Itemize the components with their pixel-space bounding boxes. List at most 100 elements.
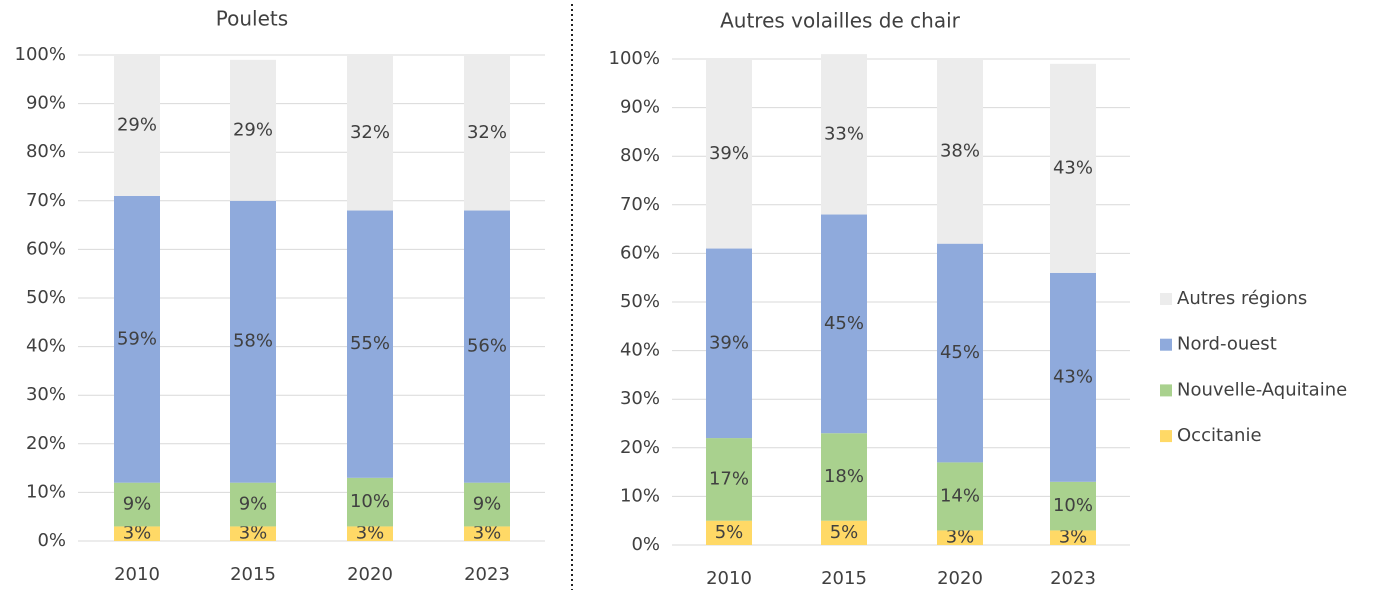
bar-segment — [1050, 481, 1096, 531]
bar-segment — [464, 482, 510, 527]
data-label: 3% — [473, 523, 502, 544]
data-label: 9% — [239, 494, 268, 515]
y-tick-label: 60% — [620, 242, 660, 263]
bar-segment — [347, 526, 393, 541]
bar-segment — [937, 59, 983, 244]
data-label: 9% — [473, 494, 502, 515]
data-label: 10% — [1053, 495, 1093, 516]
bar-segment — [937, 243, 983, 463]
bar-segment — [821, 520, 867, 545]
y-tick-label: 20% — [620, 437, 660, 458]
data-label: 43% — [1053, 366, 1093, 387]
legend-label: Occitanie — [1177, 425, 1262, 446]
legend-swatch — [1160, 338, 1172, 351]
data-label: 45% — [940, 342, 980, 363]
data-label: 39% — [709, 143, 749, 164]
bar-segment — [706, 59, 752, 249]
data-label: 32% — [467, 122, 507, 143]
data-label: 58% — [233, 331, 273, 352]
x-tick-label: 2020 — [347, 564, 393, 585]
x-tick-label: 2020 — [937, 568, 983, 589]
y-tick-label: 30% — [26, 384, 66, 405]
legend-label: Autres régions — [1177, 288, 1307, 309]
y-tick-label: 10% — [620, 485, 660, 506]
y-tick-label: 100% — [609, 48, 660, 69]
chart-title: Autres volailles de chair — [720, 9, 961, 33]
x-tick-label: 2010 — [706, 568, 752, 589]
bar-segment — [706, 248, 752, 439]
x-tick-label: 2015 — [821, 568, 867, 589]
y-tick-label: 40% — [620, 340, 660, 361]
data-label: 45% — [824, 313, 864, 334]
bar-segment — [1050, 272, 1096, 482]
y-tick-label: 40% — [26, 336, 66, 357]
data-label: 3% — [1059, 527, 1088, 548]
bar-segment — [230, 59, 276, 201]
bar-segment — [230, 526, 276, 541]
y-tick-label: 90% — [26, 93, 66, 114]
legend-swatch — [1160, 430, 1172, 443]
data-label: 29% — [233, 119, 273, 140]
data-label: 17% — [709, 468, 749, 489]
y-tick-label: 70% — [26, 190, 66, 211]
data-label: 33% — [824, 123, 864, 144]
data-label: 3% — [356, 523, 385, 544]
y-tick-label: 60% — [26, 238, 66, 259]
x-tick-label: 2015 — [230, 564, 276, 585]
bar-segment — [706, 438, 752, 521]
data-label: 3% — [123, 523, 152, 544]
legend-swatch — [1160, 384, 1172, 397]
y-tick-label: 0% — [37, 530, 66, 551]
y-tick-label: 80% — [620, 145, 660, 166]
data-label: 5% — [715, 522, 744, 543]
data-label: 38% — [940, 140, 980, 161]
data-label: 14% — [940, 485, 980, 506]
bar-segment — [937, 462, 983, 531]
bar-segment — [706, 520, 752, 545]
data-label: 9% — [123, 494, 152, 515]
bar-segment — [230, 482, 276, 527]
bar-segment — [1050, 530, 1096, 545]
data-label: 56% — [467, 336, 507, 357]
data-label: 5% — [830, 522, 859, 543]
bar-segment — [114, 482, 160, 527]
bar-segment — [464, 210, 510, 483]
bar-segment — [937, 530, 983, 545]
y-tick-label: 90% — [620, 97, 660, 118]
data-label: 39% — [709, 332, 749, 353]
x-tick-label: 2010 — [114, 564, 160, 585]
bar-segment — [347, 55, 393, 211]
bar-segment — [114, 526, 160, 541]
data-label: 43% — [1053, 157, 1093, 178]
y-tick-label: 30% — [620, 388, 660, 409]
bar-segment — [464, 526, 510, 541]
bar-segment — [821, 433, 867, 521]
legend-swatch — [1160, 293, 1172, 305]
y-tick-label: 50% — [26, 287, 66, 308]
y-tick-label: 50% — [620, 291, 660, 312]
data-label: 3% — [239, 523, 268, 544]
bar-segment — [821, 214, 867, 434]
data-label: 18% — [824, 466, 864, 487]
bar-segment — [821, 54, 867, 215]
y-tick-label: 20% — [26, 433, 66, 454]
y-tick-label: 70% — [620, 194, 660, 215]
data-label: 55% — [350, 333, 390, 354]
y-tick-label: 100% — [15, 44, 66, 65]
bar-segment — [114, 195, 160, 483]
y-tick-label: 10% — [26, 481, 66, 502]
bar-segment — [464, 55, 510, 211]
bar-segment — [347, 477, 393, 527]
x-tick-label: 2023 — [464, 564, 510, 585]
x-tick-label: 2023 — [1050, 568, 1096, 589]
data-label: 3% — [946, 527, 975, 548]
data-label: 10% — [350, 491, 390, 512]
bar-segment — [347, 210, 393, 478]
data-label: 59% — [117, 328, 157, 349]
bar-segment — [230, 200, 276, 483]
bar-segment — [1050, 63, 1096, 273]
legend-label: Nouvelle-Aquitaine — [1177, 379, 1347, 400]
chart-title: Poulets — [216, 7, 288, 31]
bar-segment — [114, 55, 160, 196]
